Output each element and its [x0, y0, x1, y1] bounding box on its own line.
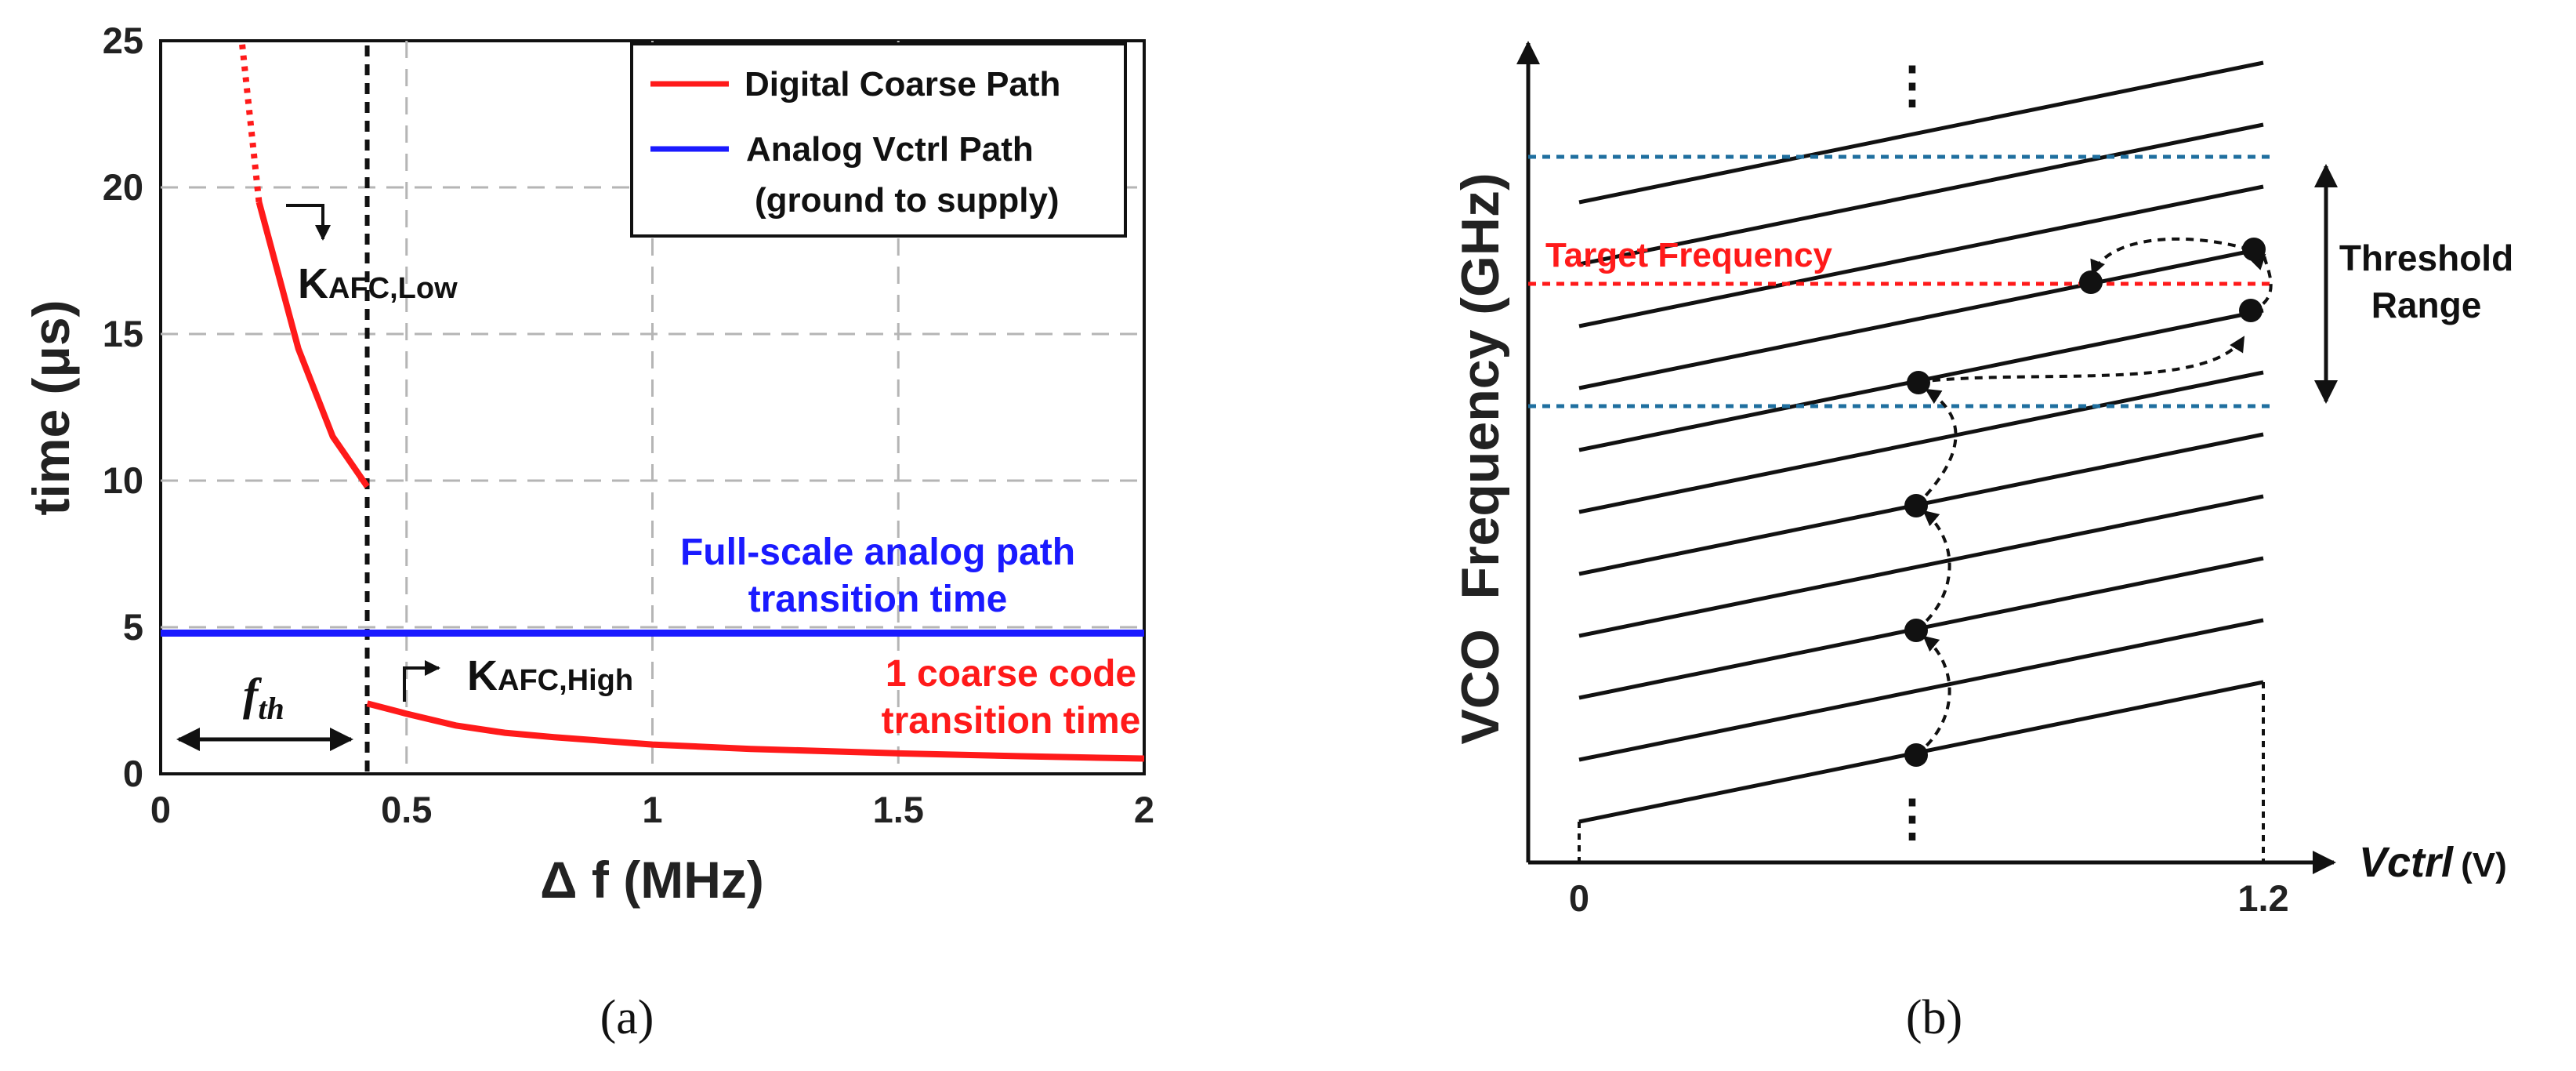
legend-label-digital: Digital Coarse Path: [745, 65, 1060, 103]
caption-b: (b): [1906, 991, 1962, 1044]
x-tick-b-0: 0: [1569, 877, 1589, 919]
y-tick-label: 20: [103, 166, 143, 208]
k-low-label: KAFC,Low: [298, 260, 458, 307]
hop-4: [1918, 336, 2245, 383]
vco-band-line: [1578, 494, 2264, 638]
x-tick-label: 1: [642, 789, 662, 830]
y-ticks-a: 0 5 10 15 20 25: [103, 20, 143, 794]
k-high-bent-arrow: [403, 660, 440, 702]
legend-box: [630, 42, 1127, 238]
analog-note-line2: transition time: [748, 579, 1008, 620]
x-axis-title-a: Δ f (MHz): [540, 851, 764, 909]
legend-label-analog: Analog Vctrl Path: [746, 130, 1034, 169]
vco-band-line: [1578, 370, 2264, 514]
hop-1: [1915, 635, 1951, 757]
ellipsis-top: ⋮: [1887, 56, 1937, 113]
y-tick-label: 5: [123, 606, 143, 648]
coarse-note-line2: transition time: [882, 700, 1141, 742]
legend-label-analog-line2: (ground to supply): [755, 181, 1060, 220]
y-tick-label: 15: [103, 313, 143, 354]
threshold-label-line2: Range: [2371, 285, 2482, 325]
digital-series-line-low: [255, 201, 370, 488]
vco-band-line: [1578, 60, 2264, 205]
hop-3: [1915, 388, 1958, 507]
search-point: [2239, 299, 2263, 322]
x-tick-label: 0.5: [381, 789, 432, 830]
x-tick-label: 2: [1134, 789, 1154, 830]
y-tick-label: 25: [103, 20, 143, 61]
search-point: [1904, 494, 1928, 517]
vco-bands: [1578, 60, 2264, 824]
panel-a: 0 5 10 15 20 25 0 0.5 1 1.5 2 Digital Coarse Path…: [22, 20, 1154, 1044]
search-point: [1904, 619, 1928, 642]
y-axis-title-a: time (μs): [22, 300, 80, 515]
search-point: [2242, 238, 2266, 261]
vco-band-line: [1578, 184, 2264, 329]
hop-2: [1915, 510, 1951, 632]
y-axis-title-b: VCO Frequency (GHz): [1451, 172, 1510, 744]
caption-a: (a): [600, 991, 654, 1044]
ellipsis-bottom: ⋮: [1887, 790, 1937, 846]
search-point: [1907, 371, 1930, 394]
panel-b: Target Frequency Threshold Range ⋮ ⋮ VCO…: [1451, 41, 2513, 1044]
legend-a: Digital Coarse Path Analog Vctrl Path (g…: [630, 42, 1127, 238]
x-tick-label: 1.5: [873, 789, 924, 830]
x-axis-title-b: Vctrl (V): [2359, 839, 2507, 886]
hop-5: [2249, 253, 2273, 312]
vco-band-line: [1578, 122, 2264, 267]
search-point: [1904, 743, 1928, 767]
k-high-label: KAFC,High: [467, 652, 633, 699]
y-tick-label: 0: [123, 753, 143, 794]
vco-band-line: [1578, 246, 2264, 390]
x-tick-b-1: 1.2: [2237, 877, 2288, 919]
coarse-note-line1: 1 coarse code: [886, 653, 1136, 695]
fth-label: fth: [243, 669, 284, 726]
target-frequency-label: Target Frequency: [1545, 236, 1832, 274]
analog-note-line1: Full-scale analog path: [680, 532, 1075, 573]
k-low-bent-arrow: [286, 204, 331, 241]
digital-series-dotted: [238, 40, 263, 203]
y-tick-label: 10: [103, 459, 143, 501]
search-path: [1904, 237, 2273, 767]
digital-series-line-high: [366, 700, 1145, 762]
x-ticks-a: 0 0.5 1 1.5 2: [150, 789, 1154, 830]
threshold-label-line1: Threshold: [2339, 238, 2513, 278]
x-tick-label: 0: [150, 789, 171, 830]
vco-band-line: [1578, 618, 2264, 762]
search-point: [2079, 270, 2103, 294]
